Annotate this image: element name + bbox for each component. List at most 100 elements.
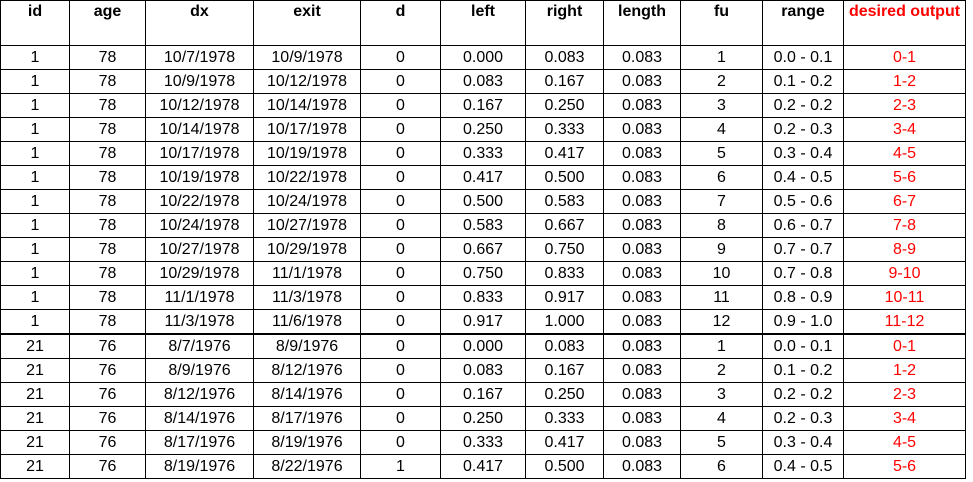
cell: 0 — [360, 382, 441, 407]
cell: 8/17/1976 — [145, 430, 254, 455]
cell: 10-11 — [843, 285, 966, 310]
table-row: 21 76 8/17/1976 8/19/1976 0 0.333 0.417 0.083 5 0… — [0, 430, 966, 455]
cell: 78 — [69, 165, 146, 190]
cell: 7-8 — [843, 213, 966, 238]
cell: 0 — [360, 237, 441, 262]
cell: 78 — [69, 309, 146, 335]
cell: 8 — [680, 213, 763, 238]
cell: 0.417 — [525, 430, 604, 455]
table-row: 21 76 8/14/1976 8/17/1976 0 0.250 0.333 0.083 4 0… — [0, 406, 966, 431]
table-row: 21 76 8/12/1976 8/14/1976 0 0.167 0.250 0.083 3 0… — [0, 382, 966, 407]
cell: 10/17/1978 — [253, 117, 361, 142]
cell: 0.5 - 0.6 — [762, 189, 844, 214]
cell: 0.250 — [440, 117, 526, 142]
cell: 76 — [69, 358, 146, 383]
cell: 0.083 — [603, 141, 681, 166]
cell: 11 — [680, 285, 763, 310]
cell: 3-4 — [843, 117, 966, 142]
cell: 0.083 — [603, 93, 681, 118]
cell: 11/3/1978 — [145, 309, 254, 335]
cell: 0.0 - 0.1 — [762, 333, 844, 359]
cell: 0 — [360, 309, 441, 335]
cell: 0.2 - 0.2 — [762, 93, 844, 118]
cell: 5 — [680, 141, 763, 166]
cell: 1 — [0, 93, 70, 118]
cell: 0.667 — [440, 237, 526, 262]
cell: 0 — [360, 285, 441, 310]
cell: 1-2 — [843, 69, 966, 94]
cell: 10/17/1978 — [145, 141, 254, 166]
cell: 0.250 — [525, 382, 604, 407]
cell: 11/3/1978 — [253, 285, 361, 310]
cell: 78 — [69, 261, 146, 286]
cell: 8/19/1976 — [145, 454, 254, 479]
table-row: 1 78 10/22/1978 10/24/1978 0 0.500 0.583 0.083 7… — [0, 189, 966, 214]
table-row: 1 78 11/3/1978 11/6/1978 0 0.917 1.000 0.083 12 0… — [0, 309, 966, 335]
cell: 0.7 - 0.7 — [762, 237, 844, 262]
cell: 0.417 — [525, 141, 604, 166]
cell: 4-5 — [843, 141, 966, 166]
cell: 0.250 — [440, 406, 526, 431]
cell: 0.083 — [603, 69, 681, 94]
cell: 0.083 — [440, 69, 526, 94]
cell: 0.167 — [525, 69, 604, 94]
cell: 1 — [0, 213, 70, 238]
cell: 0 — [360, 117, 441, 142]
cell: 0.083 — [603, 189, 681, 214]
cell: 10/14/1978 — [253, 93, 361, 118]
table-row: 21 76 8/19/1976 8/22/1976 1 0.417 0.500 0.083 6 0… — [0, 454, 966, 479]
table-row: 1 78 10/7/1978 10/9/1978 0 0.000 0.083 0.083 1 0.… — [0, 45, 966, 70]
cell: 0.083 — [603, 117, 681, 142]
cell: 78 — [69, 141, 146, 166]
table-row: 1 78 10/24/1978 10/27/1978 0 0.583 0.667 0.083 8… — [0, 213, 966, 238]
cell: 0 — [360, 333, 441, 359]
cell: 0.417 — [440, 165, 526, 190]
cell: 0 — [360, 430, 441, 455]
table-row: 1 78 10/9/1978 10/12/1978 0 0.083 0.167 0.083 2 0… — [0, 69, 966, 94]
cell: 78 — [69, 213, 146, 238]
cell: 0.083 — [603, 261, 681, 286]
cell: 8/9/1976 — [145, 358, 254, 383]
cell: 2 — [680, 358, 763, 383]
cell: 78 — [69, 45, 146, 70]
cell: 1 — [0, 189, 70, 214]
header-cell: age — [69, 0, 146, 46]
cell: 10/14/1978 — [145, 117, 254, 142]
cell: 0 — [360, 69, 441, 94]
cell: 0.1 - 0.2 — [762, 358, 844, 383]
cell: 8/9/1976 — [253, 333, 361, 359]
cell: 10/19/1978 — [253, 141, 361, 166]
table-row: 1 78 10/19/1978 10/22/1978 0 0.417 0.500 0.083 6… — [0, 165, 966, 190]
cell: 0.083 — [525, 333, 604, 359]
cell: 0 — [360, 358, 441, 383]
cell: 21 — [0, 430, 70, 455]
cell: 10/27/1978 — [145, 237, 254, 262]
cell: 0.083 — [603, 406, 681, 431]
cell: 0.500 — [440, 189, 526, 214]
cell: 1 — [0, 309, 70, 335]
cell: 12 — [680, 309, 763, 335]
cell: 8/19/1976 — [253, 430, 361, 455]
cell: 0.083 — [603, 309, 681, 335]
cell: 0.500 — [525, 165, 604, 190]
header-cell: id — [0, 0, 70, 46]
cell: 1.000 — [525, 309, 604, 335]
header-cell: dx — [145, 0, 254, 46]
cell: 3 — [680, 382, 763, 407]
cell: 8/14/1976 — [253, 382, 361, 407]
cell: 10/7/1978 — [145, 45, 254, 70]
cell: 21 — [0, 382, 70, 407]
cell: 0.2 - 0.3 — [762, 117, 844, 142]
cell: 3-4 — [843, 406, 966, 431]
cell: 8/22/1976 — [253, 454, 361, 479]
cell: 0.3 - 0.4 — [762, 430, 844, 455]
table-row: 1 78 10/12/1978 10/14/1978 0 0.167 0.250 0.083 3… — [0, 93, 966, 118]
cell: 10/19/1978 — [145, 165, 254, 190]
table-row: 1 78 10/29/1978 11/1/1978 0 0.750 0.833 0.083 10… — [0, 261, 966, 286]
cell: 78 — [69, 93, 146, 118]
cell: 8/14/1976 — [145, 406, 254, 431]
cell: 0.583 — [525, 189, 604, 214]
cell: 10 — [680, 261, 763, 286]
table-row: 1 78 10/27/1978 10/29/1978 0 0.667 0.750 0.083 9… — [0, 237, 966, 262]
